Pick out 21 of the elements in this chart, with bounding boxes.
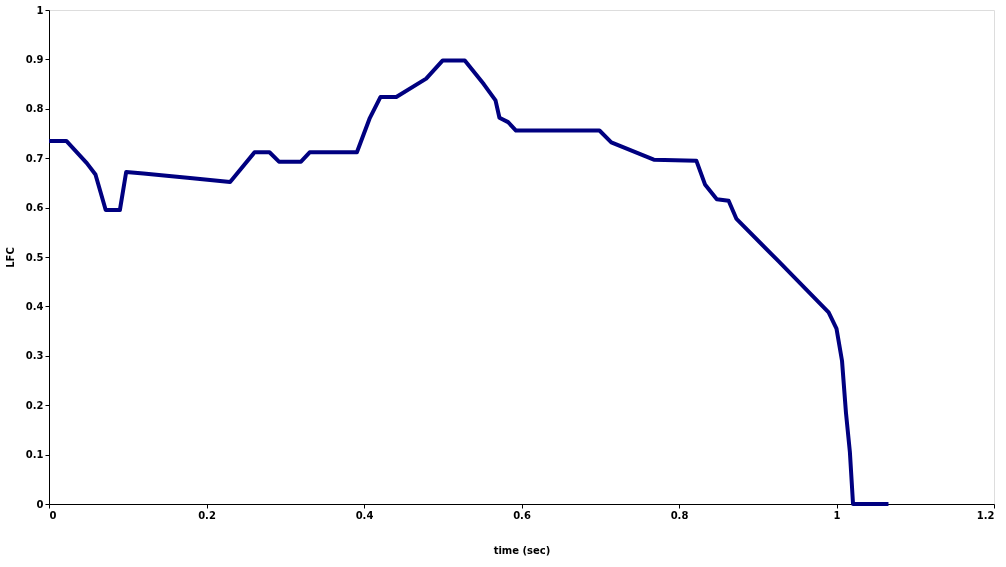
x-tick-label: 0 (49, 509, 57, 521)
y-tick-label: 0.7 (25, 152, 44, 164)
x-tick-label: 0.6 (513, 509, 531, 521)
y-tick-label: 0.9 (25, 53, 44, 65)
y-tick-label: 1 (36, 4, 44, 16)
x-tick-label: 1 (833, 509, 841, 521)
y-tick-label: 0.5 (25, 251, 44, 263)
y-tick-label: 0.8 (25, 103, 44, 115)
y-tick-label: 0 (36, 498, 44, 510)
x-tick-label: 0.8 (670, 509, 689, 521)
x-tick-label: 0.2 (198, 509, 216, 521)
x-tick-label: 1.2 (976, 509, 995, 521)
x-tick-label: 0.4 (355, 509, 374, 521)
y-tick-label: 0.1 (25, 449, 44, 461)
x-axis-title: time (sec) (493, 544, 551, 556)
y-tick-label: 0.3 (25, 350, 44, 362)
y-tick-label: 0.4 (25, 300, 44, 312)
y-tick-label: 0.2 (25, 399, 44, 411)
y-axis-title: LFC (4, 247, 16, 268)
y-tick-label: 0.6 (25, 202, 44, 214)
line-series (47, 58, 891, 506)
